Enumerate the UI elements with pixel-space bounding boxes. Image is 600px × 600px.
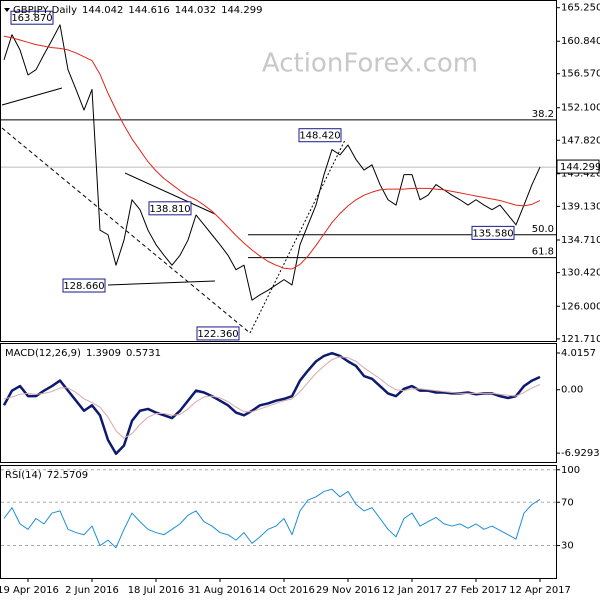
trend-line <box>1 87 63 106</box>
ohlc-value: 144.032 <box>175 5 216 16</box>
x-tick-label: 31 Aug 2016 <box>188 585 252 596</box>
fib-label: 38.2 <box>532 109 554 120</box>
annotation-label: 148.420 <box>299 131 340 142</box>
y-tick-label: -6.9293 <box>561 448 600 459</box>
last-price-label: 144.299 <box>560 162 600 173</box>
x-tick-label: 12 Apr 2017 <box>509 585 571 596</box>
annotation-label: 163.870 <box>11 13 52 24</box>
x-tick-label: 19 Apr 2016 <box>0 585 59 596</box>
y-tick-label: 134.710 <box>561 235 600 246</box>
panel-title: MACD(12,26,9) <box>5 348 81 359</box>
x-tick-label: 27 Feb 2017 <box>445 585 507 596</box>
y-tick-label: 70 <box>561 497 574 508</box>
y-tick-label: 130.420 <box>561 268 600 279</box>
readout-value: 1.3909 <box>86 348 121 359</box>
y-tick-label: 139.130 <box>561 201 600 212</box>
annotation-label: 138.810 <box>149 204 190 215</box>
series-line <box>2 351 541 456</box>
x-tick-label: 18 Jul 2016 <box>128 585 185 596</box>
trend-line <box>124 172 216 215</box>
y-tick-label: 121.710 <box>561 334 600 345</box>
series-line <box>3 356 541 439</box>
y-tick-label: 100 <box>561 465 580 476</box>
x-tick-label: 14 Oct 2016 <box>253 585 315 596</box>
fib-label: 50.0 <box>532 224 554 235</box>
y-tick-label: 147.820 <box>561 135 600 146</box>
annotation-box <box>148 201 192 216</box>
panel-title: RSI(14) <box>5 470 42 481</box>
y-tick-label: 165.250 <box>561 3 600 14</box>
annotation-box <box>62 278 106 293</box>
series-line <box>3 488 541 549</box>
readout-value: 0.5731 <box>126 348 161 359</box>
annotation-box <box>10 10 54 25</box>
y-tick-label: 0.00 <box>561 385 583 396</box>
x-tick-label: 2 Jun 2016 <box>65 585 119 596</box>
y-tick-label: 30 <box>561 541 574 552</box>
y-tick-label: 152.100 <box>561 103 600 114</box>
series-line <box>3 35 541 270</box>
annotation-box <box>471 225 515 240</box>
ohlc-value: 144.616 <box>128 5 169 16</box>
fib-label: 61.8 <box>532 247 554 258</box>
y-tick-label: 160.840 <box>561 36 600 47</box>
readout-value: 72.5709 <box>47 470 88 481</box>
annotation-box <box>298 128 342 143</box>
trend-line <box>107 280 216 286</box>
ohlc-value: 144.042 <box>82 5 123 16</box>
annotation-label: 135.580 <box>472 228 513 239</box>
chart-title: GBPJPY,Daily <box>13 5 77 16</box>
header-arrow <box>4 8 10 12</box>
annotation-box <box>196 326 240 341</box>
annotation-label: 128.660 <box>63 281 104 292</box>
watermark: ActionForex.com <box>262 49 478 79</box>
y-tick-label: 143.420 <box>561 169 600 180</box>
ohlc-value: 144.299 <box>221 5 262 16</box>
annotation-label: 122.360 <box>197 329 238 340</box>
y-tick-label: 156.570 <box>561 69 600 80</box>
rsi-frame <box>0 465 557 579</box>
y-tick-label: 4.0157 <box>561 348 596 359</box>
x-tick-label: 29 Nov 2016 <box>316 585 380 596</box>
x-tick-label: 12 Jan 2017 <box>382 585 442 596</box>
series-line <box>3 24 541 301</box>
last-price-box <box>556 159 600 174</box>
macd-frame <box>0 343 557 463</box>
trend-line <box>1 127 251 334</box>
y-tick-label: 126.000 <box>561 301 600 312</box>
